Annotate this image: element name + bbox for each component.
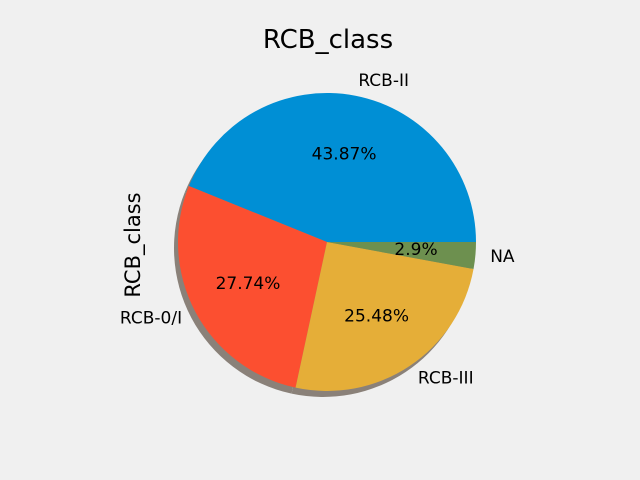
pie-slice-rcb-ii [188,93,476,242]
slice-label-na: NA [490,247,515,267]
slice-label-rcb-iii: RCB-III [418,368,474,388]
pie-slice-rcb-iii [295,242,474,392]
pie-slices [177,93,476,392]
pie-slice-na [327,242,476,269]
pie-labels: RCB-II 43.87% RCB-0/I 27.74% RCB-III 25.48% NA… [120,71,515,388]
y-axis-label: RCB_class [121,192,146,297]
slice-label-rcb-0-i: RCB-0/I [120,309,182,329]
slice-pct-rcb-ii: 43.87% [312,144,377,164]
slice-pct-rcb-iii: 25.48% [344,306,409,326]
chart-title: RCB_class [263,25,393,55]
pie-slice-rcb-0-i [177,186,327,388]
slice-label-rcb-ii: RCB-II [358,71,409,91]
slice-pct-rcb-0-i: 27.74% [216,274,281,294]
slice-pct-na: 2.9% [394,240,437,260]
